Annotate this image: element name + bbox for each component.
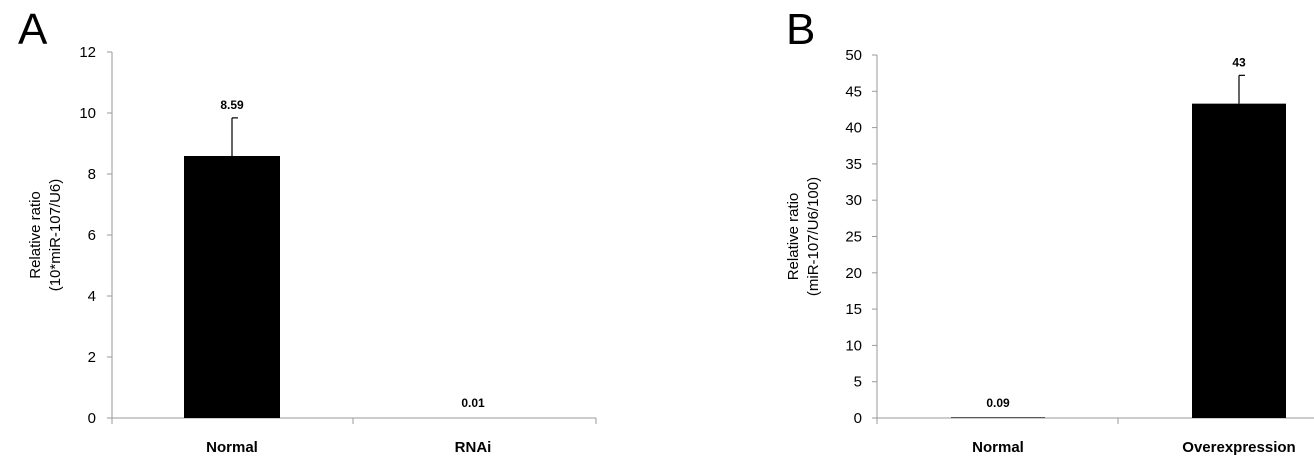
panel-letter: B <box>786 5 815 54</box>
y-tick-label: 40 <box>845 120 862 137</box>
y-tick-label: 25 <box>845 229 862 246</box>
y-axis-title: Relative ratio <box>27 191 44 279</box>
y-tick-label: 10 <box>845 337 862 354</box>
x-tick-label: Normal <box>972 439 1024 456</box>
x-tick-label: Overexpression <box>1182 439 1295 456</box>
bar-normal <box>951 417 1045 418</box>
x-tick-label: RNAi <box>455 439 492 456</box>
y-axis-title: (miR-107/U6/100) <box>805 177 822 296</box>
y-tick-label: 6 <box>88 227 96 244</box>
y-tick-label: 12 <box>79 44 96 61</box>
data-label: 0.01 <box>461 396 485 410</box>
y-tick-label: 2 <box>88 349 96 366</box>
y-tick-label: 30 <box>845 192 862 209</box>
y-tick-label: 50 <box>845 47 862 64</box>
y-tick-label: 10 <box>79 105 96 122</box>
y-tick-label: 8 <box>88 166 96 183</box>
y-tick-label: 4 <box>88 288 96 305</box>
chart-panel-a: A 0 2 4 6 8 10 12 8.59 Normal 0.01 RNAi Relative rat… <box>18 5 597 456</box>
y-tick-label: 15 <box>845 301 862 318</box>
data-label: 43 <box>1232 55 1246 69</box>
y-tick-label: 5 <box>854 374 862 391</box>
data-label: 8.59 <box>220 98 244 112</box>
y-axis-title: (10*miR-107/U6) <box>47 179 64 292</box>
y-axis-title: Relative ratio <box>785 193 802 281</box>
chart-panel-b: B 0 5 10 15 20 25 30 35 40 45 50 0.09 Normal 43 Overexp… <box>785 5 1314 456</box>
y-tick-label: 20 <box>845 265 862 282</box>
y-tick-label: 35 <box>845 156 862 173</box>
panel-letter: A <box>18 5 48 54</box>
y-tick-label: 0 <box>88 410 96 427</box>
data-label: 0.09 <box>986 396 1010 410</box>
y-tick-label: 45 <box>845 83 862 100</box>
y-tick-label: 0 <box>854 410 862 427</box>
x-tick-label: Normal <box>206 439 258 456</box>
bar-overexpression <box>1192 103 1286 418</box>
bar-normal <box>184 156 280 418</box>
